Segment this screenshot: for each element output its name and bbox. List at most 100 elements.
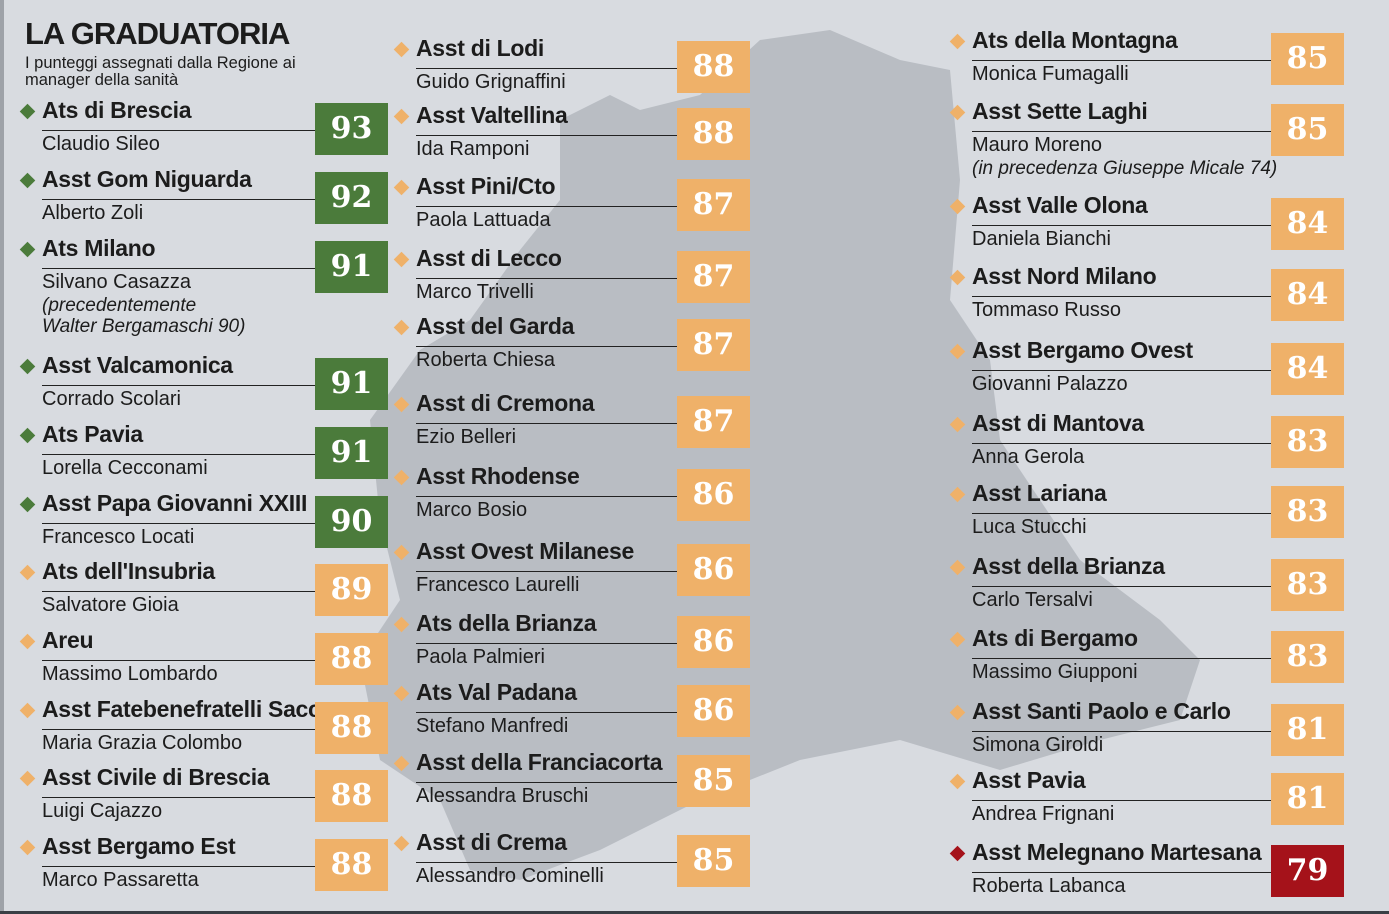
score-badge: 88	[315, 702, 388, 754]
manager-name: Giovanni Palazzo	[972, 373, 1128, 395]
score-badge: 83	[1271, 631, 1344, 683]
divider	[42, 385, 332, 386]
score-badge: 88	[315, 770, 388, 822]
manager-name: Alessandro Cominelli	[416, 865, 604, 887]
organization-name: Asst Pini/Cto	[416, 173, 556, 199]
manager-name: Mauro Moreno	[972, 134, 1103, 156]
manager-name: Luigi Cajazzo	[42, 800, 163, 822]
manager-name: Daniela Bianchi	[972, 228, 1111, 250]
score-badge: 87	[677, 179, 750, 231]
divider	[42, 130, 332, 131]
organization-name: Asst Melegnano Martesana	[972, 839, 1262, 865]
divider	[416, 206, 694, 207]
score-badge: 83	[1271, 486, 1344, 538]
organization-name: Asst Rhodense	[416, 463, 580, 489]
manager-name: Lorella Cecconami	[42, 457, 208, 479]
manager-name: Francesco Laurelli	[416, 574, 580, 596]
score-badge: 86	[677, 685, 750, 737]
organization-name: Asst Ovest Milanese	[416, 538, 635, 564]
manager-name: Francesco Locati	[42, 526, 195, 548]
manager-name: Carlo Tersalvi	[972, 589, 1093, 611]
divider	[42, 866, 332, 867]
organization-name: Asst di Crema	[416, 829, 567, 855]
manager-name: Massimo Giupponi	[972, 661, 1138, 683]
organization-name: Asst di Cremona	[416, 390, 595, 416]
organization-name: Asst Bergamo Est	[42, 833, 236, 859]
organization-name: Asst Bergamo Ovest	[972, 337, 1193, 363]
organization-name: Asst della Brianza	[972, 553, 1165, 579]
score-badge: 85	[677, 755, 750, 807]
divider	[416, 278, 694, 279]
score-badge: 87	[677, 319, 750, 371]
score-badge: 90	[315, 496, 388, 548]
score-badge: 81	[1271, 773, 1344, 825]
left-border	[0, 0, 4, 914]
organization-name: Ats della Brianza	[416, 610, 597, 636]
manager-name: Paola Lattuada	[416, 209, 551, 231]
manager-name: Marco Bosio	[416, 499, 528, 521]
organization-name: Areu	[42, 627, 94, 653]
manager-name: Andrea Frignani	[972, 803, 1115, 825]
organization-name: Asst Lariana	[972, 480, 1107, 506]
divider	[416, 496, 694, 497]
manager-name: Salvatore Gioia	[42, 594, 179, 616]
score-badge: 85	[1271, 104, 1344, 156]
divider	[972, 296, 1285, 297]
divider	[42, 523, 332, 524]
manager-name: Roberta Chiesa	[416, 349, 555, 371]
score-badge: 86	[677, 469, 750, 521]
organization-name: Ats dell'Insubria	[42, 558, 215, 584]
manager-name: Marco Trivelli	[416, 281, 534, 303]
divider	[416, 782, 694, 783]
divider	[972, 731, 1285, 732]
divider	[42, 729, 332, 730]
manager-name: Massimo Lombardo	[42, 663, 218, 685]
divider	[416, 643, 694, 644]
divider	[972, 131, 1285, 132]
manager-name: Marco Passaretta	[42, 869, 199, 891]
score-badge: 88	[677, 41, 750, 93]
divider	[416, 346, 694, 347]
score-badge: 79	[1271, 845, 1344, 897]
score-badge: 88	[315, 633, 388, 685]
organization-name: Asst di Lecco	[416, 245, 562, 271]
organization-name: Ats di Brescia	[42, 97, 192, 123]
organization-name: Asst Gom Niguarda	[42, 166, 252, 192]
score-badge: 87	[677, 396, 750, 448]
score-badge: 88	[677, 108, 750, 160]
manager-name: Corrado Scolari	[42, 388, 181, 410]
organization-name: Asst di Mantova	[972, 410, 1144, 436]
score-badge: 84	[1271, 343, 1344, 395]
divider	[42, 454, 332, 455]
score-badge: 91	[315, 241, 388, 293]
divider	[42, 660, 332, 661]
organization-name: Asst Pavia	[972, 767, 1086, 793]
divider	[972, 60, 1285, 61]
organization-name: Ats Pavia	[42, 421, 143, 447]
score-badge: 86	[677, 616, 750, 668]
manager-name: Ezio Belleri	[416, 426, 517, 448]
divider	[416, 68, 694, 69]
manager-name: Silvano Casazza	[42, 271, 191, 293]
manager-name: Simona Giroldi	[972, 734, 1104, 756]
organization-name: Ats della Montagna	[972, 27, 1178, 53]
score-badge: 91	[315, 427, 388, 479]
divider	[972, 513, 1285, 514]
bottom-border	[0, 911, 1389, 914]
manager-name: Stefano Manfredi	[416, 715, 569, 737]
organization-name: Asst del Garda	[416, 313, 575, 339]
manager-name: Tommaso Russo	[972, 299, 1121, 321]
manager-name: Claudio Sileo	[42, 133, 160, 155]
score-badge: 83	[1271, 416, 1344, 468]
score-badge: 88	[315, 839, 388, 891]
manager-name: Ida Ramponi	[416, 138, 530, 160]
divider	[42, 268, 332, 269]
organization-name: Asst della Franciacorta	[416, 749, 663, 775]
manager-name: Luca Stucchi	[972, 516, 1087, 538]
manager-note: (precedentemente Walter Bergamaschi 90)	[42, 295, 246, 337]
manager-name: Alessandra Bruschi	[416, 785, 589, 807]
score-badge: 84	[1271, 198, 1344, 250]
divider	[416, 135, 694, 136]
manager-note: (in precedenza Giuseppe Micale 74)	[972, 158, 1278, 179]
organization-name: Ats Val Padana	[416, 679, 577, 705]
